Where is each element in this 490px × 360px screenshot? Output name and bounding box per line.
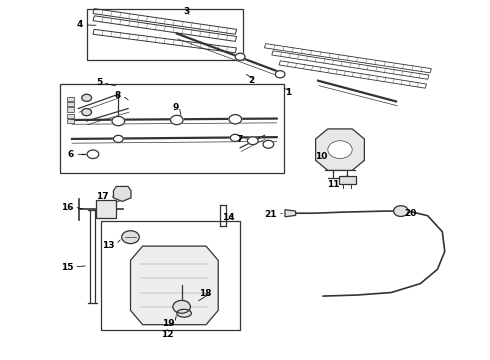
Circle shape [229,114,242,124]
Text: 8: 8 [115,91,121,100]
Text: 20: 20 [404,209,416,218]
Text: 14: 14 [221,213,234,222]
Text: 9: 9 [173,103,179,112]
Bar [339,176,356,184]
Circle shape [275,71,285,78]
Text: 2: 2 [248,76,255,85]
Circle shape [112,116,124,126]
Bar [60,84,284,173]
Text: 6: 6 [67,150,74,159]
Circle shape [122,231,139,244]
Text: 15: 15 [61,263,74,272]
Circle shape [393,206,408,216]
Text: 13: 13 [102,240,115,249]
Bar [97,201,116,218]
Text: 10: 10 [316,152,328,161]
Text: 21: 21 [265,210,277,219]
Circle shape [87,150,99,158]
Text: 5: 5 [97,78,103,87]
Circle shape [230,134,240,141]
Bar [67,119,74,123]
Text: 18: 18 [199,289,212,298]
Bar [67,97,74,101]
Text: 17: 17 [96,192,109,201]
Circle shape [82,94,92,102]
Text: 19: 19 [162,319,174,328]
Circle shape [173,300,191,313]
Bar [67,108,74,112]
Polygon shape [316,129,365,170]
Bar [87,9,243,60]
Circle shape [263,140,274,148]
Circle shape [328,141,352,158]
Polygon shape [114,186,131,202]
Bar [67,113,74,118]
Bar [67,102,74,107]
Circle shape [114,135,123,143]
Polygon shape [130,246,218,325]
Text: 4: 4 [77,21,83,30]
Bar [101,221,240,330]
Text: 7: 7 [236,135,243,144]
Text: 1: 1 [285,88,291,97]
Text: 3: 3 [183,7,190,16]
Circle shape [247,137,258,145]
Text: 12: 12 [161,330,173,339]
Text: 11: 11 [327,180,340,189]
Circle shape [171,115,183,125]
Polygon shape [285,210,295,217]
Ellipse shape [177,309,192,317]
Circle shape [82,109,92,116]
Circle shape [235,53,245,60]
Text: 16: 16 [61,203,74,212]
